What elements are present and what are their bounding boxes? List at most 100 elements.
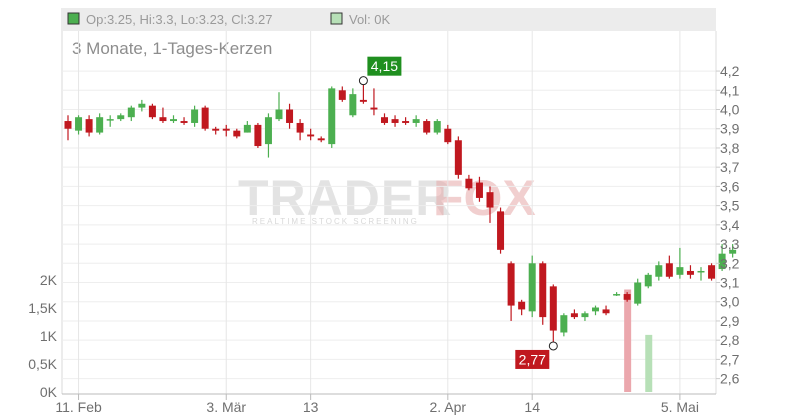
candle-body <box>402 121 410 123</box>
volume-bar <box>624 289 632 392</box>
candle <box>497 207 505 254</box>
volume-tick-label: 1,5K <box>28 300 57 316</box>
annotation-box <box>367 56 402 76</box>
candle <box>370 88 378 116</box>
candle-body <box>560 315 568 333</box>
candle-body <box>381 117 388 123</box>
candle-body <box>549 286 557 331</box>
candle-body <box>264 117 272 145</box>
volume-readout: Vol: 0K <box>349 12 391 27</box>
price-tick-label: 3,4 <box>720 217 740 233</box>
candle <box>349 88 357 118</box>
candle-body <box>117 115 125 120</box>
candle <box>507 261 515 321</box>
candle-body <box>148 105 156 118</box>
candle-body <box>718 253 726 270</box>
price-axis: 4,2 4,1 4,0 3,9 3,8 3,7 3,6 3,5 3,4 3,3 3,2 3,1 3,0 2… <box>716 63 740 387</box>
candle-body <box>170 119 177 122</box>
candle-body <box>623 294 631 300</box>
candle-body <box>581 313 589 318</box>
price-tick-label: 3,2 <box>720 255 740 271</box>
price-tick-label: 3,5 <box>720 198 740 214</box>
candle-body <box>180 121 188 123</box>
candle <box>222 124 230 137</box>
candle-body <box>644 274 652 287</box>
candle <box>423 119 431 135</box>
candle-body <box>423 121 431 133</box>
watermark-word-fox: FOX <box>433 170 536 226</box>
candle-body <box>159 117 167 122</box>
candle-body <box>254 124 262 147</box>
candle <box>560 313 568 337</box>
high-annotation: 4,15 <box>358 56 402 86</box>
time-tick-label: 3. Mär <box>206 399 246 415</box>
candle <box>328 86 336 148</box>
candle <box>613 292 621 296</box>
candle-body <box>138 103 146 108</box>
candle <box>570 309 578 320</box>
candle <box>317 136 325 143</box>
candle-body <box>391 119 399 123</box>
low-annotation: 2,77 <box>515 341 558 369</box>
candle-body <box>570 313 578 318</box>
candle <box>85 115 93 137</box>
candle <box>201 105 209 131</box>
candle-body <box>359 99 367 102</box>
candle <box>412 115 420 127</box>
volume-tick-label: 1K <box>40 328 58 344</box>
candle-body <box>201 107 209 129</box>
volume-tick-label: 2K <box>40 272 58 288</box>
price-tick-label: 4,2 <box>720 63 740 79</box>
price-tick-label: 4,1 <box>720 82 740 98</box>
candle-body <box>307 134 315 137</box>
candle-body <box>697 270 705 273</box>
candle <box>486 186 494 223</box>
candle-body <box>634 282 642 304</box>
price-tick-label: 3,1 <box>720 275 740 291</box>
watermark-word-trader: TRADER <box>238 170 452 226</box>
candle-body <box>475 182 483 198</box>
candle <box>127 105 135 122</box>
candle <box>254 122 262 148</box>
price-tick-label: 3,7 <box>720 159 740 175</box>
candle <box>243 121 251 133</box>
candle-body <box>592 307 599 312</box>
price-tick-label: 2,8 <box>720 332 740 348</box>
candle <box>296 119 304 141</box>
candle-body <box>85 119 93 133</box>
volume-swatch <box>330 12 343 25</box>
candle-body <box>412 119 420 123</box>
candle-body <box>655 265 663 277</box>
candle-body <box>75 117 83 131</box>
candle-body <box>338 90 346 100</box>
candle-body <box>106 119 114 121</box>
candle-body <box>96 117 104 133</box>
candle <box>665 255 673 279</box>
candle-body <box>708 265 716 279</box>
price-tick-label: 2,7 <box>720 351 740 367</box>
price-tick-label: 3,9 <box>720 121 740 137</box>
candle-body <box>665 263 673 277</box>
candle <box>106 115 114 127</box>
candle <box>465 174 473 191</box>
ohlc-swatch <box>67 12 80 25</box>
candle-body <box>454 140 462 175</box>
price-tick-label: 3,3 <box>720 236 740 252</box>
candle-body <box>233 130 241 137</box>
candle-body <box>127 107 135 118</box>
candle-body <box>486 192 494 208</box>
candle <box>433 119 441 135</box>
candle <box>286 103 294 129</box>
candle-body <box>191 109 199 123</box>
volume-tick-label: 0,5K <box>28 356 57 372</box>
candle <box>444 124 452 145</box>
time-tick-label: 14 <box>524 399 540 415</box>
price-tick-label: 3,0 <box>720 294 740 310</box>
candle <box>718 244 726 271</box>
header-bar <box>61 8 716 31</box>
candle-body <box>602 309 610 314</box>
candle-body <box>317 138 325 141</box>
volume-tick-label: 0K <box>40 384 58 400</box>
